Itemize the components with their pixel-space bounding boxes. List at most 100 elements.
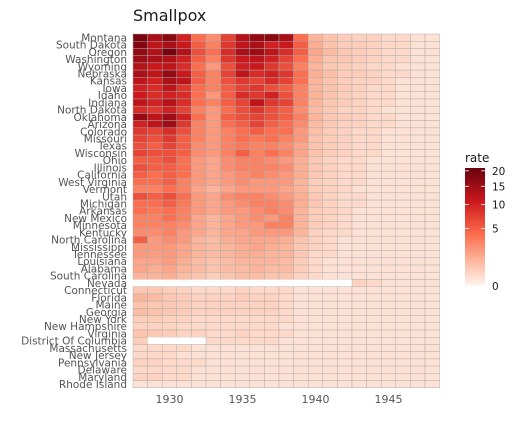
heatmap-cell: [147, 250, 163, 259]
state-label: Maine: [95, 300, 127, 312]
heatmap-cell: [278, 163, 294, 172]
heatmap-cell: [234, 185, 251, 194]
heatmap-cell: [249, 243, 265, 251]
heatmap-cell: [293, 163, 309, 172]
heatmap-cell: [191, 185, 207, 194]
heatmap-cell: [410, 127, 426, 136]
heatmap-cell: [337, 91, 353, 100]
state-label: Washington: [65, 54, 127, 66]
heatmap-cell: [307, 178, 324, 186]
heatmap-cell: [322, 337, 338, 345]
heatmap-cell: [264, 272, 280, 280]
heatmap-cell: [322, 199, 338, 208]
heatmap-cell: [147, 149, 163, 157]
heatmap-cell: [234, 33, 251, 42]
heatmap-cell: [161, 55, 178, 64]
state-label: Kansas: [90, 76, 127, 88]
heatmap-cell: [351, 149, 367, 157]
heatmap-cell: [220, 127, 236, 136]
heatmap-cell: [147, 315, 163, 324]
heatmap-cell: [249, 308, 265, 316]
heatmap-cell: [366, 337, 382, 345]
heatmap-cell: [234, 365, 251, 374]
heatmap-cell: [191, 149, 207, 157]
heatmap-cell: [176, 178, 192, 186]
heatmap-cell: [264, 264, 280, 273]
heatmap-cell: [147, 199, 163, 208]
heatmap-cell: [307, 40, 324, 49]
heatmap-cell: [395, 40, 411, 49]
heatmap-cell: [337, 62, 353, 71]
heatmap-cell: [395, 105, 411, 114]
heatmap-cell: [395, 91, 411, 100]
heatmap-cell: [337, 329, 353, 338]
heatmap-cell: [249, 178, 265, 186]
heatmap-cell: [264, 228, 280, 237]
heatmap-cell: [249, 344, 265, 352]
heatmap-cell: [322, 69, 338, 78]
heatmap-cell: [205, 207, 221, 215]
heatmap-cell: [278, 228, 294, 237]
heatmap-cell: [176, 358, 192, 367]
heatmap-cell: [337, 337, 353, 345]
heatmap-cell: [351, 322, 367, 331]
heatmap-cell: [351, 127, 367, 136]
state-label: Louisiana: [77, 256, 127, 268]
heatmap-cell: [220, 322, 236, 331]
heatmap-cell: [176, 322, 192, 331]
heatmap-cell: [205, 221, 221, 230]
heatmap-cell: [176, 272, 192, 280]
heatmap-cell: [191, 243, 207, 251]
heatmap-cell: [322, 373, 338, 381]
heatmap-cell: [147, 337, 163, 345]
heatmap-cell: [147, 272, 163, 280]
heatmap-cell: [293, 105, 309, 114]
heatmap-cell: [366, 98, 382, 107]
heatmap-cell: [366, 351, 382, 360]
heatmap-cell: [351, 272, 367, 280]
heatmap-cell: [278, 33, 294, 42]
heatmap-cell: [380, 84, 397, 92]
heatmap-cell: [395, 286, 411, 295]
heatmap-cell: [380, 365, 397, 374]
heatmap-cell: [220, 113, 236, 121]
heatmap-cell: [307, 134, 324, 143]
heatmap-cell: [351, 105, 367, 114]
heatmap-cell: [293, 127, 309, 136]
heatmap-cell: [380, 228, 397, 237]
heatmap-cell: [322, 149, 338, 157]
heatmap-cell: [205, 380, 221, 389]
heatmap-cell: [278, 243, 294, 251]
heatmap-cell: [351, 120, 367, 129]
heatmap-cell: [366, 127, 382, 136]
heatmap-cell: [176, 105, 192, 114]
heatmap-cell: [161, 373, 178, 381]
heatmap-cell: [351, 113, 367, 121]
heatmap-cell: [322, 134, 338, 143]
heatmap-cell: [161, 192, 178, 201]
heatmap-cell: [176, 192, 192, 201]
heatmap-cell: [249, 293, 265, 302]
heatmap-cell: [395, 84, 411, 92]
heatmap-cell: [410, 69, 426, 78]
heatmap-cell: [220, 221, 236, 230]
state-label: Missouri: [84, 133, 127, 145]
heatmap-cell: [147, 308, 163, 316]
heatmap-cell: [351, 77, 367, 85]
heatmap-cell: [249, 264, 265, 273]
heatmap-cell: [410, 243, 426, 251]
heatmap-cell: [176, 250, 192, 259]
heatmap-cell: [337, 113, 353, 121]
heatmap-cell: [161, 98, 178, 107]
heatmap-cell: [176, 69, 192, 78]
heatmap-cell: [351, 228, 367, 237]
heatmap-cell: [234, 373, 251, 381]
rate-legend: rate 0 5 10 15 20: [465, 151, 505, 293]
heatmap-cell: [395, 113, 411, 121]
heatmap-cell: [395, 380, 411, 389]
heatmap-cell: [234, 293, 251, 302]
heatmap-cell: [220, 365, 236, 374]
heatmap-cell: [395, 257, 411, 266]
state-label: Nevada: [87, 278, 127, 290]
heatmap-cell: [191, 62, 207, 71]
